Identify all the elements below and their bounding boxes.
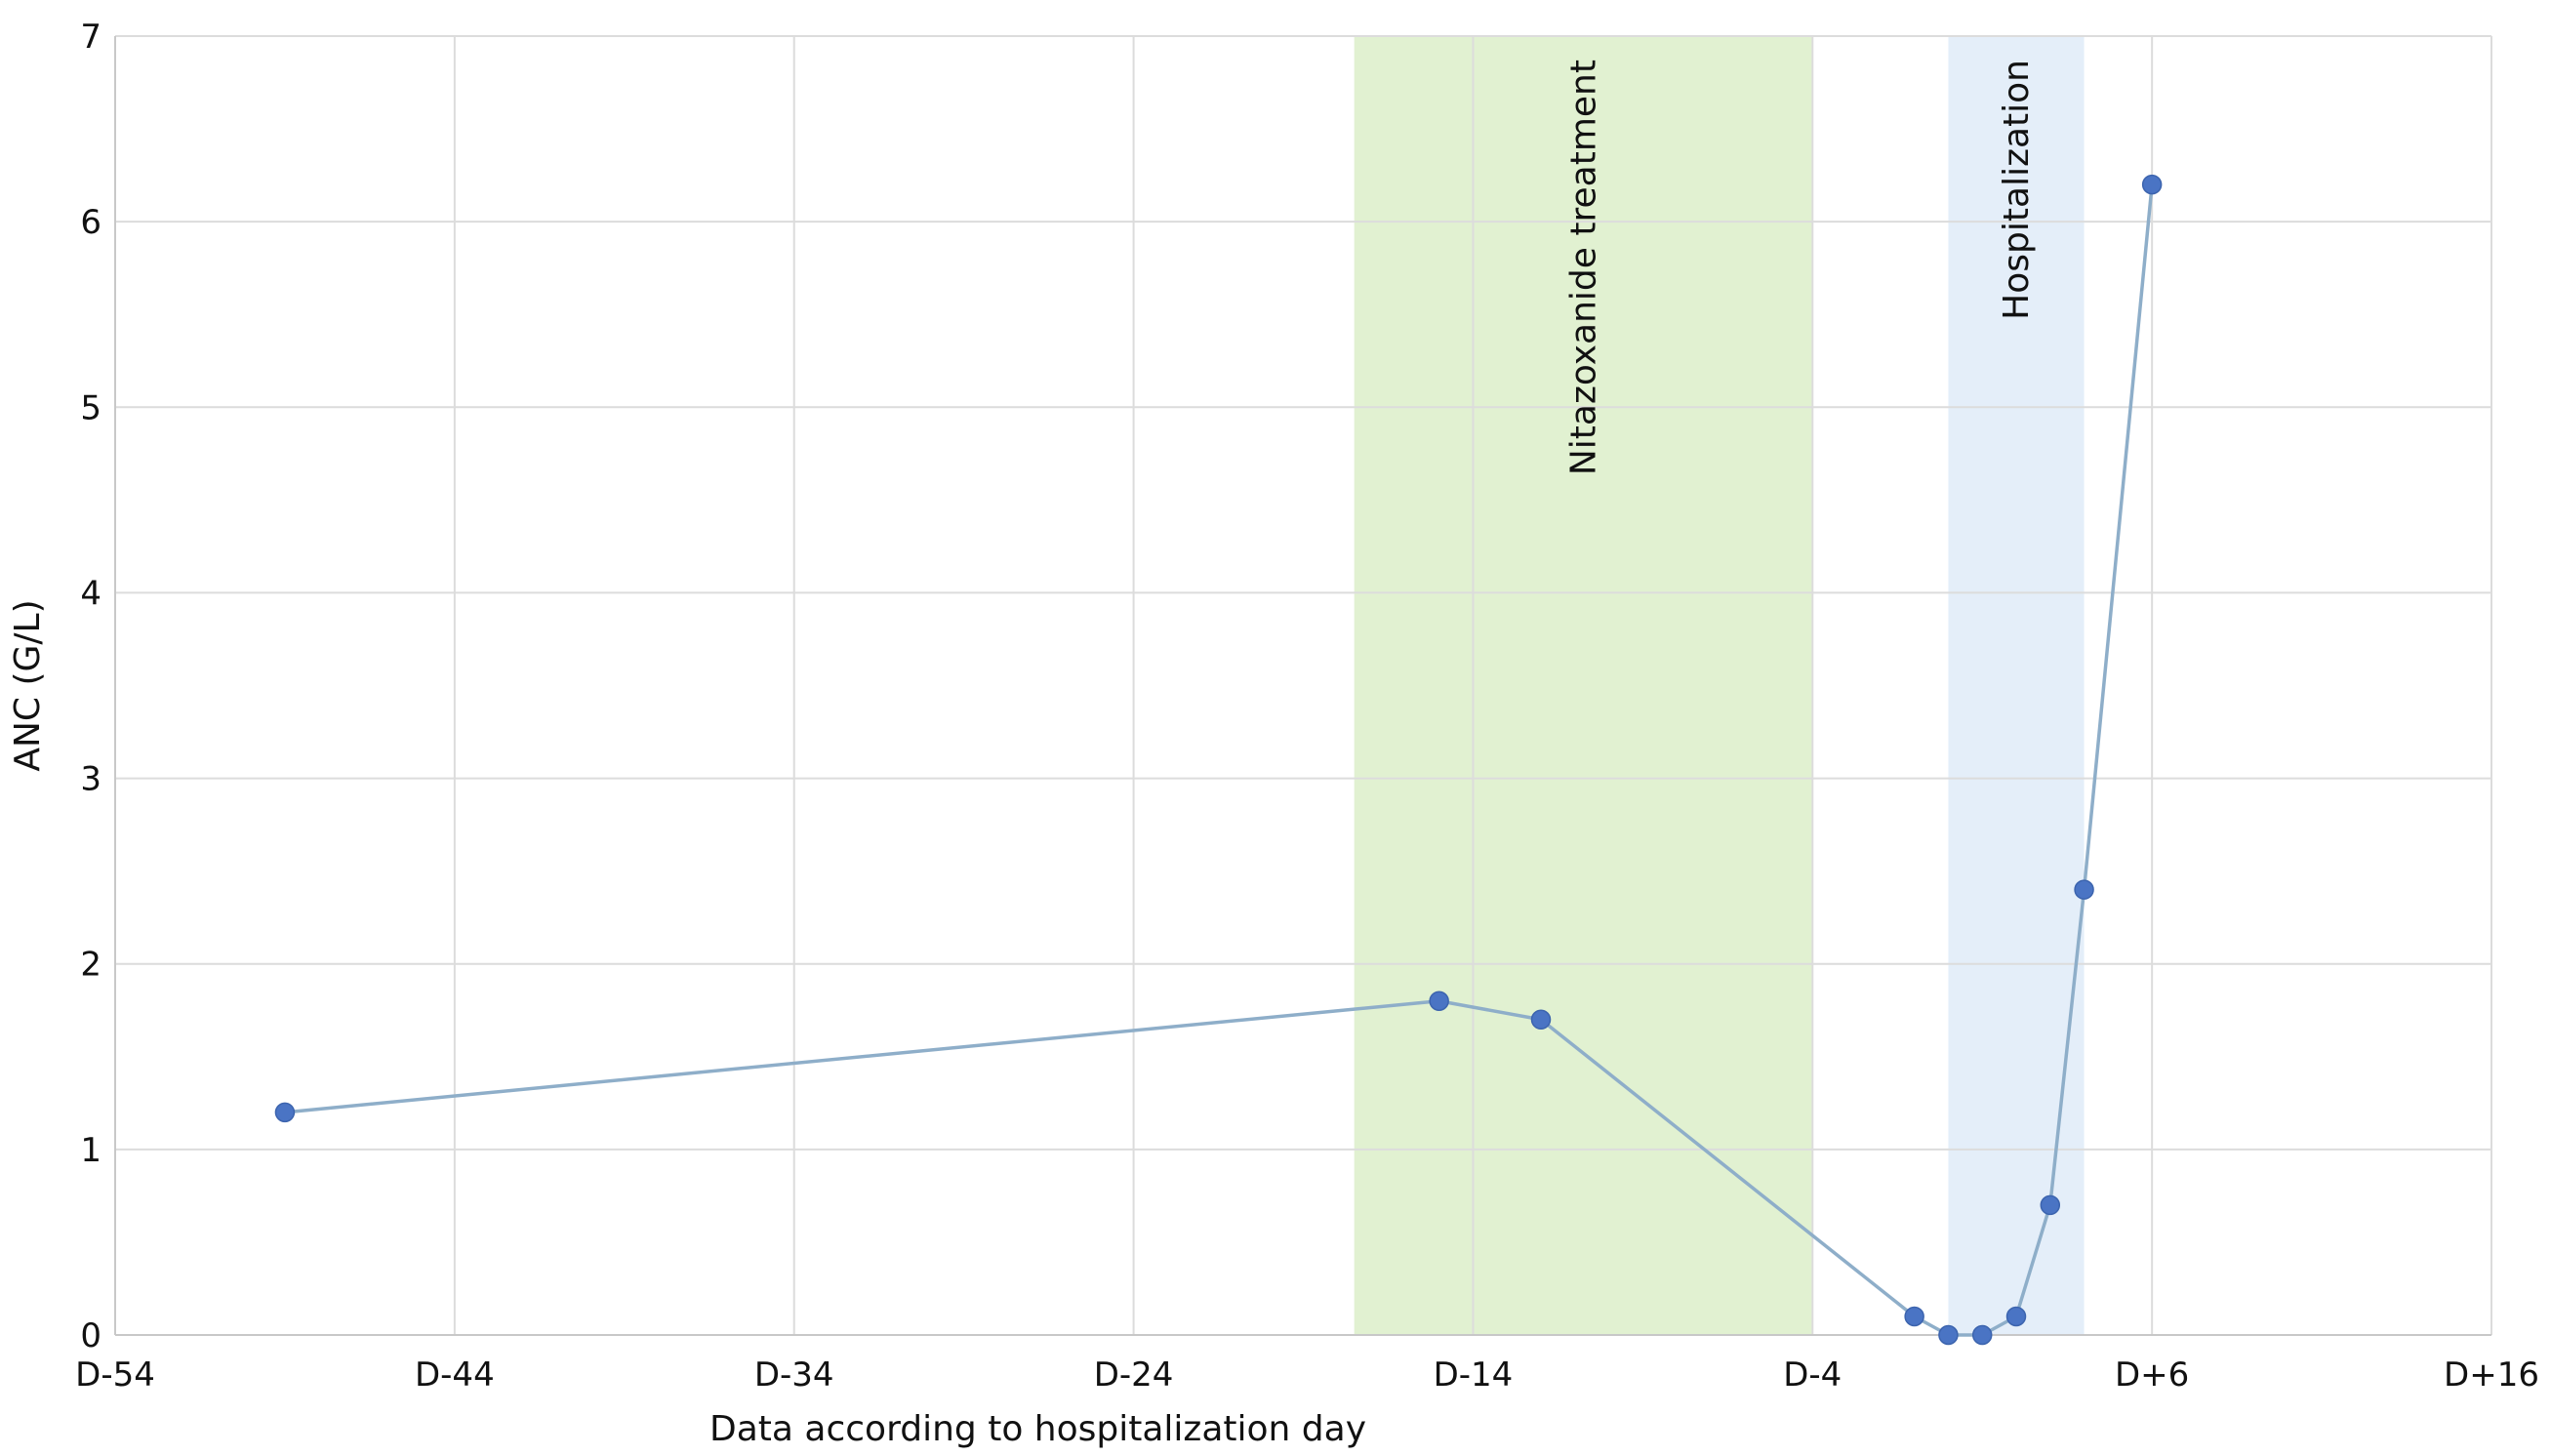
data-point-4 xyxy=(1938,1324,1959,1346)
data-point-1 xyxy=(1429,991,1449,1011)
x-tick-label-6: D+6 xyxy=(2115,1355,2189,1395)
shaded-bands xyxy=(1354,36,2085,1335)
y-tick-label-3: 3 xyxy=(80,760,101,799)
axes xyxy=(114,36,2491,1336)
data-point-0 xyxy=(274,1102,296,1123)
band-0 xyxy=(1354,36,1813,1335)
x-tick-label-2: D-34 xyxy=(754,1355,834,1395)
series-line-0 xyxy=(284,183,2154,1337)
grid-lines xyxy=(114,35,2492,1336)
x-tick-label-5: D-4 xyxy=(1783,1355,1842,1395)
x-tick-label-0: D-54 xyxy=(75,1355,155,1395)
y-tick-label-0: 0 xyxy=(80,1316,101,1355)
x-tick-label-1: D-44 xyxy=(415,1355,495,1395)
y-tick-label-1: 1 xyxy=(80,1131,101,1170)
y-tick-label-4: 4 xyxy=(80,574,101,613)
band-labels: Nitazoxanide treatment Hospitalization xyxy=(1563,60,2037,475)
data-point-7 xyxy=(2040,1194,2061,1216)
y-tick-label-6: 6 xyxy=(80,203,101,242)
data-point-8 xyxy=(2074,879,2094,900)
band-1 xyxy=(1948,36,2085,1335)
data-point-3 xyxy=(1904,1306,1924,1327)
x-tick-label-7: D+16 xyxy=(2444,1355,2539,1395)
data-point-6 xyxy=(2005,1306,2027,1327)
series-layer xyxy=(274,174,2163,1346)
y-tick-label-2: 2 xyxy=(80,946,101,985)
x-tick-label-4: D-14 xyxy=(1434,1355,1514,1395)
tick-labels: D-54 D-44 D-34 D-24 D-14 D-4 D+6 D+16 0 1 2 3 4 5 6 7 xyxy=(75,18,2539,1395)
x-axis-title: Data according to hospitalization day xyxy=(709,1409,1366,1449)
x-tick-label-3: D-24 xyxy=(1094,1355,1174,1395)
data-point-2 xyxy=(1530,1009,1552,1031)
band-label-1: Hospitalization xyxy=(1997,60,2037,320)
y-tick-label-7: 7 xyxy=(80,18,101,57)
data-point-9 xyxy=(2141,174,2163,195)
y-axis-title: ANC (G/L) xyxy=(8,599,48,771)
band-label-0: Nitazoxanide treatment xyxy=(1563,60,1603,475)
y-tick-label-5: 5 xyxy=(80,388,101,427)
data-point-5 xyxy=(1971,1324,1993,1346)
